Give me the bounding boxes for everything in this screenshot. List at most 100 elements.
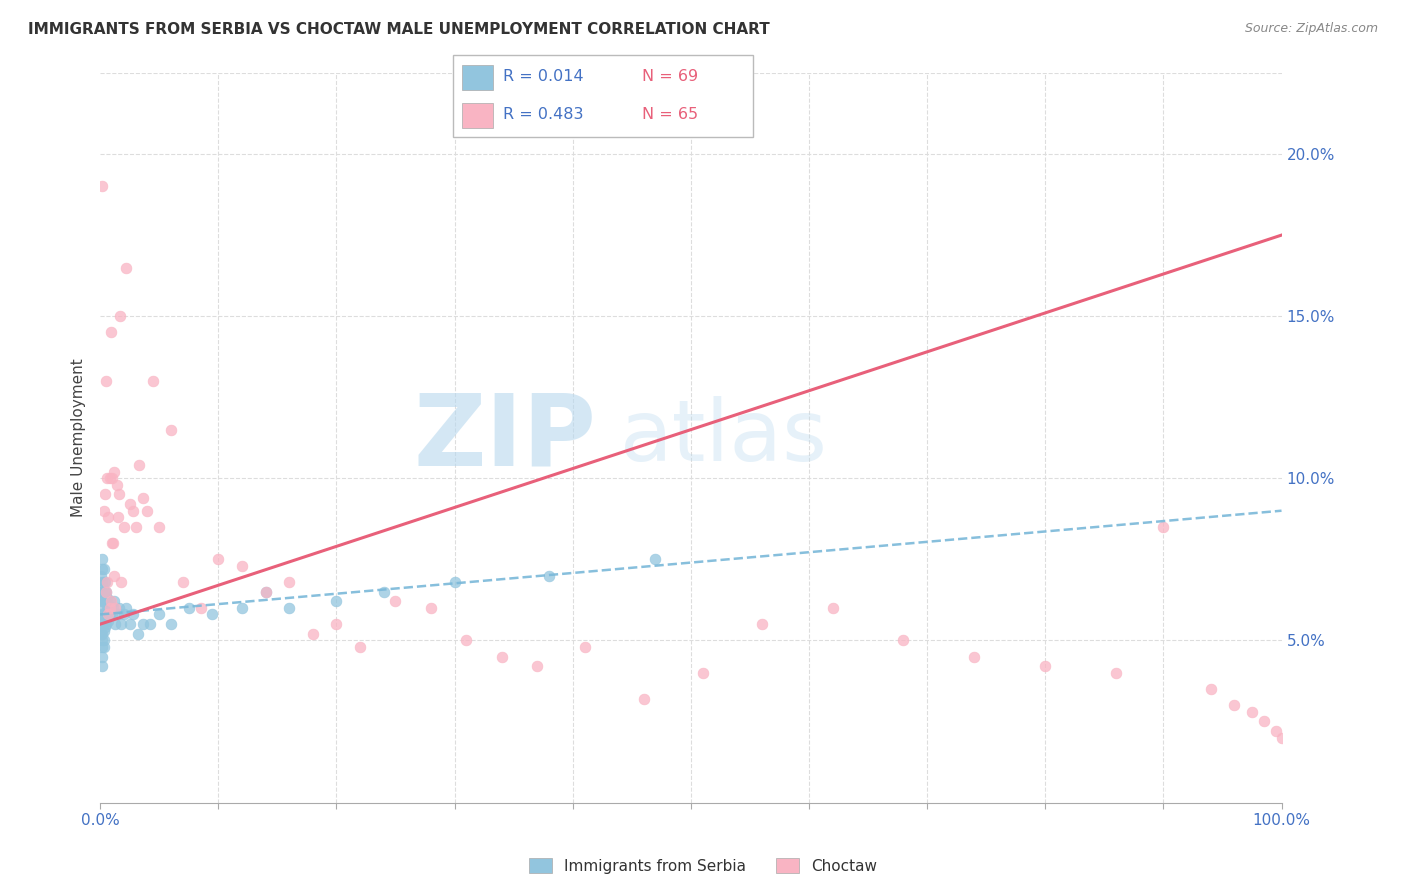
Point: [94, 594, 117, 608]
Point: [94, 594, 117, 608]
Point: [751, 617, 773, 632]
Point: [93, 624, 115, 638]
Point: [101, 607, 124, 622]
Point: [90, 627, 112, 641]
Point: [1223, 698, 1246, 713]
Point: [94, 607, 117, 622]
Point: [1253, 714, 1275, 729]
Point: [93, 584, 115, 599]
Point: [1152, 520, 1174, 534]
Point: [491, 649, 513, 664]
Point: [107, 607, 129, 622]
Point: [142, 374, 165, 388]
Point: [97, 607, 120, 622]
Point: [127, 627, 149, 641]
Text: R = 0.483: R = 0.483: [502, 107, 583, 122]
Text: R = 0.014: R = 0.014: [502, 69, 583, 84]
Point: [90, 617, 112, 632]
Text: N = 65: N = 65: [641, 107, 697, 122]
Point: [373, 584, 395, 599]
Point: [93, 594, 115, 608]
Point: [105, 477, 128, 491]
Point: [94, 617, 117, 632]
Point: [821, 601, 844, 615]
Point: [231, 601, 253, 615]
Point: [122, 504, 145, 518]
Point: [112, 520, 135, 534]
Point: [644, 552, 666, 566]
Point: [131, 491, 153, 505]
Point: [96, 471, 118, 485]
Point: [93, 575, 115, 590]
Point: [101, 536, 124, 550]
Point: [172, 575, 194, 590]
Point: [963, 649, 986, 664]
Point: [893, 633, 915, 648]
Point: [456, 633, 478, 648]
Point: [96, 591, 118, 606]
Point: [96, 601, 118, 615]
Point: [101, 536, 124, 550]
Point: [104, 601, 127, 615]
Point: [108, 309, 131, 323]
Point: [94, 487, 117, 501]
Text: IMMIGRANTS FROM SERBIA VS CHOCTAW MALE UNEMPLOYMENT CORRELATION CHART: IMMIGRANTS FROM SERBIA VS CHOCTAW MALE U…: [28, 22, 770, 37]
Point: [91, 617, 114, 632]
Point: [91, 552, 114, 566]
Text: N = 69: N = 69: [641, 69, 697, 84]
Point: [160, 617, 183, 632]
Point: [93, 562, 115, 576]
Point: [91, 562, 114, 576]
Point: [100, 594, 122, 608]
Point: [190, 601, 212, 615]
Point: [93, 640, 115, 654]
Point: [349, 640, 371, 654]
Point: [692, 665, 714, 680]
Point: [103, 594, 125, 608]
Point: [91, 584, 114, 599]
Point: [107, 510, 129, 524]
Point: [201, 607, 224, 622]
Point: [94, 575, 117, 590]
Point: [254, 584, 277, 599]
Point: [97, 601, 120, 615]
Point: [254, 584, 277, 599]
Point: [301, 627, 323, 641]
Point: [1199, 681, 1222, 696]
Point: [278, 575, 301, 590]
Bar: [463, 64, 494, 90]
Point: [97, 614, 120, 628]
Point: [93, 504, 115, 518]
Point: [108, 601, 131, 615]
Text: ZIP: ZIP: [413, 389, 596, 486]
Point: [101, 471, 124, 485]
Point: [110, 617, 132, 632]
Point: [101, 601, 124, 615]
Point: [91, 649, 114, 664]
Point: [93, 633, 115, 648]
Point: [526, 659, 548, 673]
Bar: [463, 103, 494, 128]
Point: [148, 520, 170, 534]
Point: [91, 659, 114, 673]
Point: [112, 607, 135, 622]
Point: [443, 575, 465, 590]
Point: [98, 594, 121, 608]
Text: atlas: atlas: [620, 396, 828, 479]
Point: [231, 558, 253, 573]
Point: [103, 465, 125, 479]
Point: [160, 423, 183, 437]
Point: [110, 575, 132, 590]
Point: [1105, 665, 1128, 680]
Point: [118, 617, 141, 632]
Point: [91, 575, 114, 590]
Point: [93, 607, 115, 622]
Point: [115, 260, 138, 275]
Point: [91, 640, 114, 654]
Point: [103, 568, 125, 582]
Point: [419, 601, 441, 615]
Point: [118, 497, 141, 511]
Point: [104, 617, 127, 632]
Point: [90, 584, 112, 599]
FancyBboxPatch shape: [453, 55, 754, 136]
